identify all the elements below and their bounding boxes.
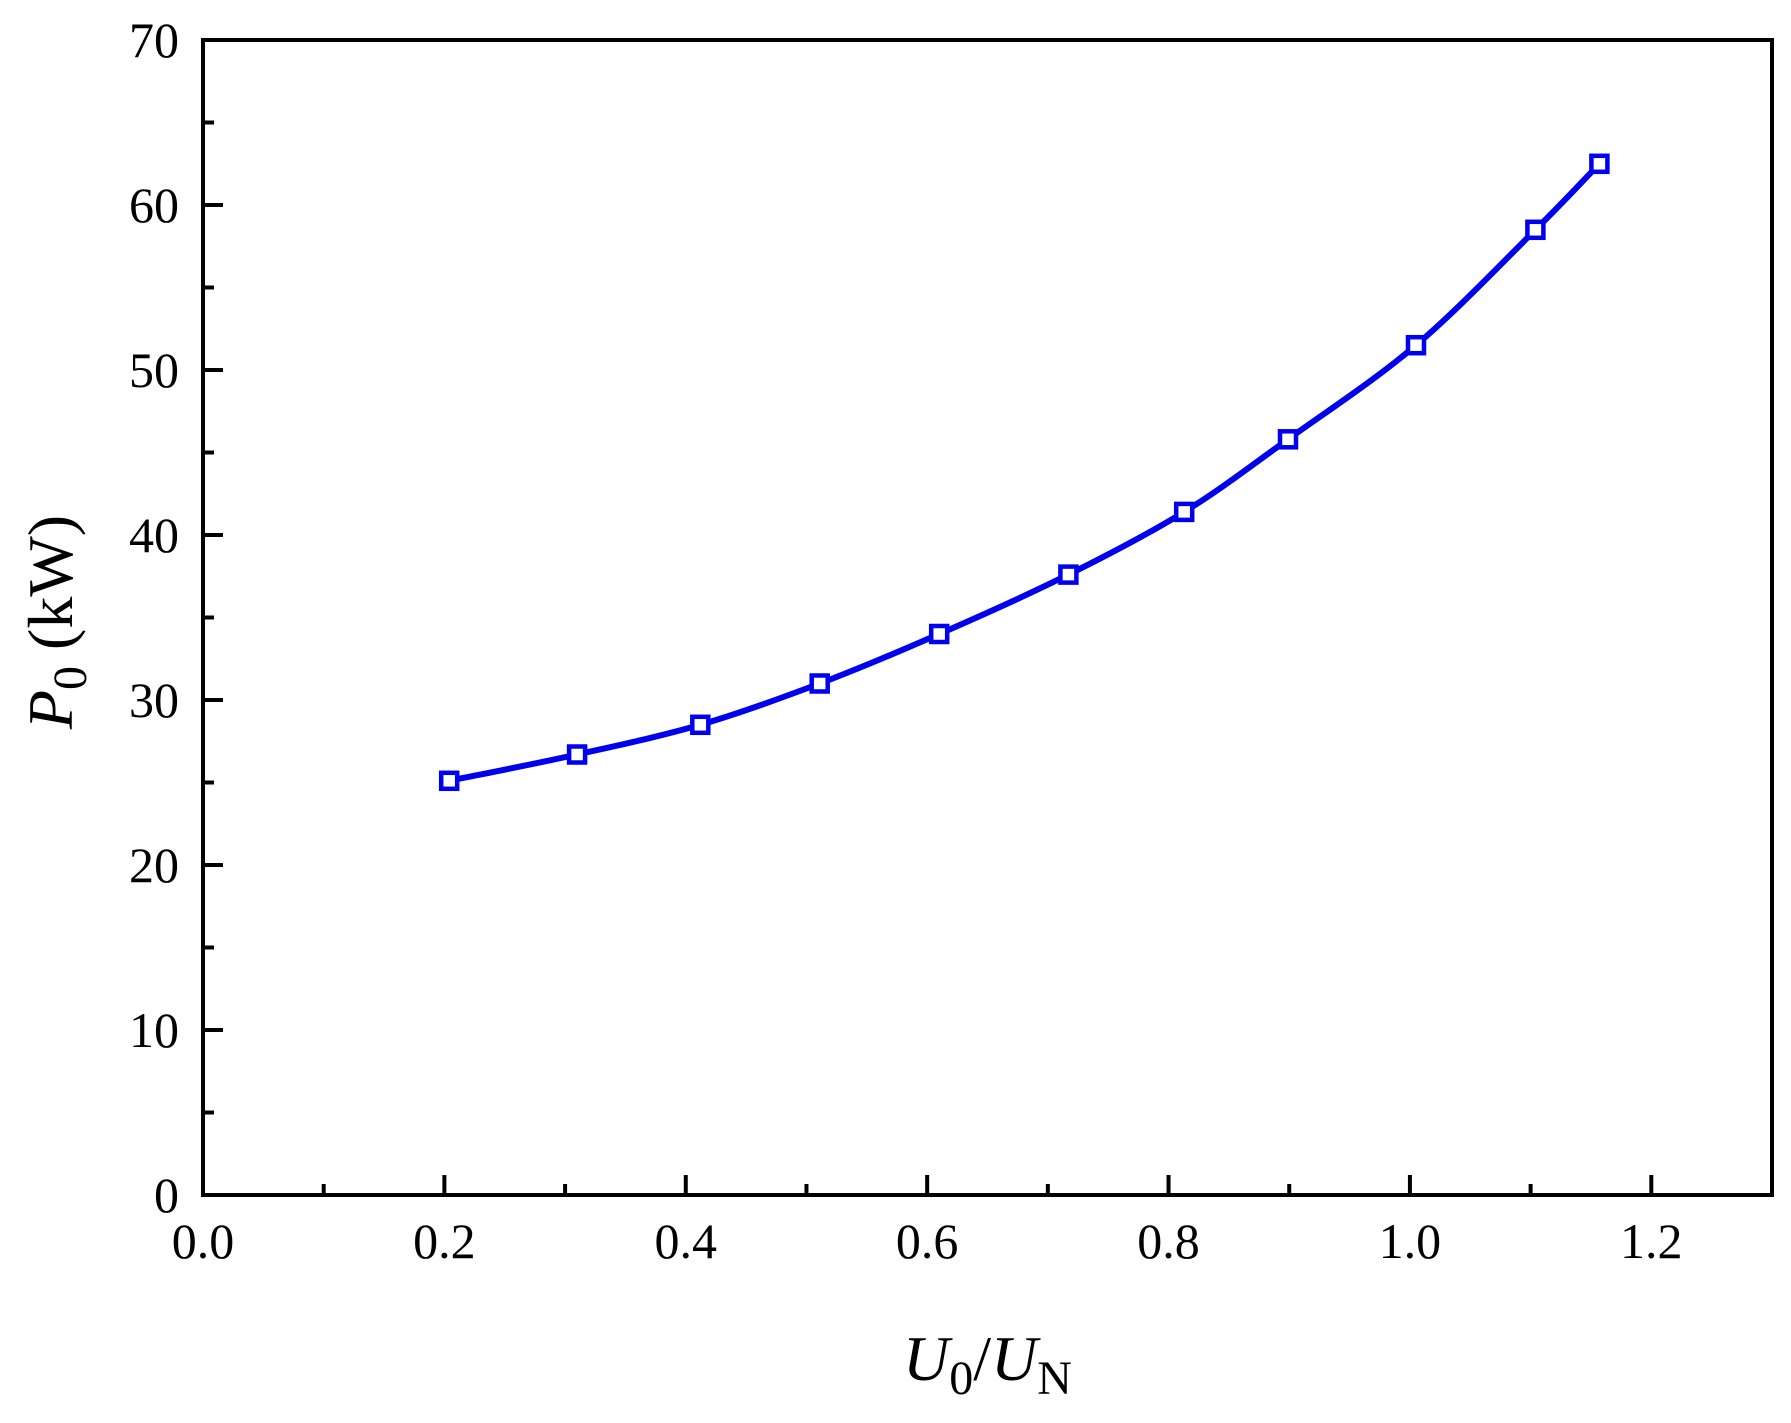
x-tick-label: 1.0 [1379,1213,1442,1269]
data-point-marker [438,770,460,792]
y-label-sub: 0 [44,666,97,690]
data-point-marker [1058,564,1079,585]
series-layer [438,153,1610,792]
y-tick-label: 40 [129,507,179,563]
y-tick-label: 70 [129,12,179,68]
x-tick-label: 0.2 [413,1213,476,1269]
x-tick-label: 0.0 [172,1213,235,1269]
x-label-main2: U [991,1323,1041,1394]
tick-marks [201,38,1654,1197]
y-tick-label: 0 [154,1167,179,1223]
data-point-marker [566,744,588,765]
y-axis-label: P0 (kW) [15,515,97,730]
x-axis-label: U0/UN [903,1323,1072,1405]
data-point-marker [1277,429,1299,450]
plot-frame [201,38,1774,1197]
data-point-marker [690,714,711,736]
data-point-marker [1525,219,1546,241]
y-label-unit: (kW) [15,515,86,666]
x-label-slash: / [973,1323,991,1394]
x-tick-label: 0.8 [1137,1213,1200,1269]
data-point-marker [1173,501,1195,523]
y-tick-label: 10 [129,1002,179,1058]
y-tick-label: 60 [129,177,179,233]
x-tick-label: 0.6 [896,1213,959,1269]
y-label-main: P [15,690,86,730]
data-point-marker [1405,334,1427,356]
y-tick-label: 20 [129,837,179,893]
y-tick-label: 30 [129,672,179,728]
x-tick-label: 0.4 [655,1213,718,1269]
x-label-sub: 0 [949,1352,973,1405]
data-point-marker [1589,153,1610,175]
data-point-marker [809,673,830,694]
series-line [446,160,1603,784]
x-tick-label: 1.2 [1620,1213,1683,1269]
data-point-marker [928,623,950,645]
x-label-main: U [903,1323,953,1394]
tick-labels: 0.0 0.2 0.4 0.6 0.8 1.0 1.2 0 10 20 30 40 50 60 70 [129,12,1683,1269]
y-tick-label: 50 [129,342,179,398]
x-label-sub2: N [1037,1352,1072,1405]
